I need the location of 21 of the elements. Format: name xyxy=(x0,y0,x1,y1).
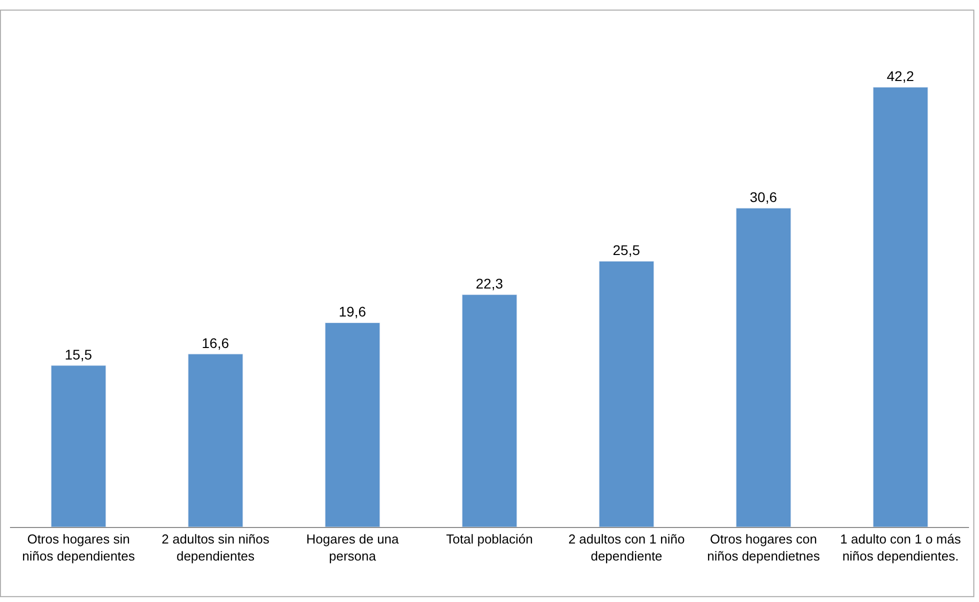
x-tick-label: 1 adulto con 1 o más niños dependientes. xyxy=(840,532,962,564)
data-label: 15,5 xyxy=(64,346,92,362)
data-label: 42,2 xyxy=(886,68,914,84)
bar xyxy=(736,208,792,527)
data-label: 25,5 xyxy=(612,242,640,258)
bar xyxy=(598,260,654,527)
bar xyxy=(872,86,928,527)
x-tick-label: Hogares de una persona xyxy=(306,532,400,564)
bar xyxy=(462,294,518,527)
x-tick-label: Otros hogares con niños dependietnes xyxy=(707,532,820,564)
x-tick-label: Otros hogares sin niños dependientes xyxy=(22,532,136,564)
bar xyxy=(324,322,380,527)
bar xyxy=(188,354,244,527)
x-tick-label: 2 adultos sin niños dependientes xyxy=(162,532,270,564)
data-label: 30,6 xyxy=(750,189,778,206)
bar xyxy=(50,365,106,527)
x-tick-label: Total población xyxy=(446,532,533,547)
data-label: 16,6 xyxy=(202,334,230,351)
data-label: 19,6 xyxy=(338,304,366,320)
data-label: 22,3 xyxy=(476,276,504,292)
x-tick-label: 2 adultos con 1 niño dependiente xyxy=(568,532,685,564)
